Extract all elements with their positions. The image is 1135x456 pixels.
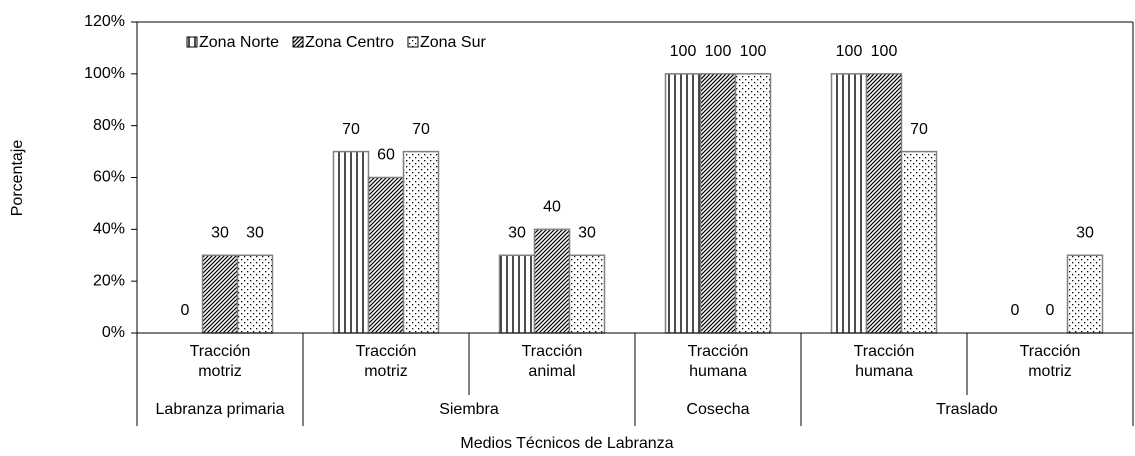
x-tick-label: Tracción [522, 343, 583, 360]
bar [498, 254, 536, 334]
data-label: 40 [543, 199, 561, 216]
y-tick-label: 40% [93, 221, 125, 238]
group-label: Traslado [936, 401, 998, 418]
data-label: 70 [342, 121, 360, 138]
bar [533, 228, 571, 334]
x-tick-label: Tracción [356, 343, 417, 360]
data-label: 100 [740, 43, 767, 60]
data-label: 0 [1046, 302, 1055, 319]
group-label: Siembra [439, 401, 499, 418]
legend-swatch [186, 36, 198, 48]
bar [402, 150, 440, 334]
data-label: 30 [578, 224, 596, 241]
bar [699, 73, 737, 334]
bar [664, 73, 702, 334]
y-tick-label: 20% [93, 272, 125, 289]
data-label: 100 [871, 43, 898, 60]
legend-label: Zona Sur [420, 34, 486, 51]
data-label: 30 [508, 224, 526, 241]
legend-label: Zona Centro [305, 34, 394, 51]
data-label: 100 [705, 43, 732, 60]
x-axis-title: Medios Técnicos de Labranza [460, 435, 673, 452]
bar [201, 254, 239, 334]
x-tick-label: Tracción [854, 343, 915, 360]
x-tick-label: humana [689, 363, 747, 380]
data-label: 100 [836, 43, 863, 60]
y-tick-label: 100% [84, 65, 125, 82]
x-tick-label: animal [528, 363, 575, 380]
bar [830, 73, 868, 334]
x-tick-label: Tracción [688, 343, 749, 360]
bar [236, 254, 274, 334]
x-tick-label: motriz [1028, 363, 1072, 380]
data-label: 0 [181, 302, 190, 319]
x-tick-label: motriz [198, 363, 242, 380]
y-tick-label: 80% [93, 117, 125, 134]
y-tick-label: 60% [93, 169, 125, 186]
data-label: 0 [1011, 302, 1020, 319]
data-label: 70 [910, 121, 928, 138]
bar [900, 150, 938, 334]
data-label: 30 [246, 224, 264, 241]
x-tick-label: Tracción [190, 343, 251, 360]
data-label: 30 [1076, 224, 1094, 241]
legend-label: Zona Norte [199, 34, 279, 51]
group-label: Cosecha [686, 401, 749, 418]
bar [332, 150, 370, 334]
legend-swatch [407, 36, 419, 48]
x-tick-label: humana [855, 363, 913, 380]
x-tick-label: motriz [364, 363, 408, 380]
y-tick-label: 0% [102, 324, 125, 341]
bar [367, 176, 405, 334]
group-label: Labranza primaria [156, 401, 285, 418]
bar [568, 254, 606, 334]
y-axis-title: Porcentaje [9, 140, 26, 217]
legend-swatch [292, 36, 304, 48]
data-label: 100 [670, 43, 697, 60]
data-label: 30 [211, 224, 229, 241]
data-label: 70 [412, 121, 430, 138]
bar [865, 73, 903, 334]
x-tick-label: Tracción [1020, 343, 1081, 360]
bar [734, 73, 772, 334]
bar [1066, 254, 1104, 334]
y-tick-label: 120% [84, 13, 125, 30]
data-label: 60 [377, 147, 395, 164]
